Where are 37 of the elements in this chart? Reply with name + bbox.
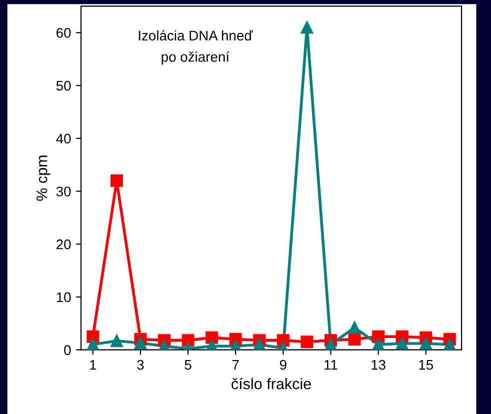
- point: [443, 338, 456, 350]
- point: [110, 334, 123, 348]
- point: [420, 337, 432, 350]
- point: [253, 338, 266, 350]
- point: [324, 338, 337, 350]
- x-tick-label: 13: [372, 360, 386, 370]
- x-axis-title: číslo frakcie: [232, 378, 311, 390]
- point: [372, 338, 385, 350]
- x-tick-label: 3: [137, 360, 144, 370]
- x-tick-label: 1: [90, 360, 96, 370]
- point: [300, 21, 314, 34]
- x-tick-label: 5: [184, 360, 192, 370]
- y-tick-label: 60: [56, 28, 71, 38]
- point: [182, 334, 194, 347]
- x-tick-label: 9: [280, 360, 286, 370]
- point: [206, 331, 218, 344]
- point: [276, 334, 290, 347]
- point: [86, 338, 100, 350]
- y-tick-label: 20: [56, 239, 71, 250]
- point: [348, 321, 361, 334]
- annotation: Izolácia DNA hneď po ožiarení: [138, 30, 253, 65]
- x-tick-label: 7: [232, 360, 239, 370]
- point: [348, 333, 361, 346]
- y-tick-label: 0: [64, 345, 71, 355]
- y-tick-label: 50: [56, 80, 71, 91]
- point: [110, 174, 123, 187]
- point: [86, 330, 100, 343]
- point: [300, 336, 314, 348]
- y-axis-title: % cpm: [36, 156, 50, 201]
- y-tick-label: 30: [56, 186, 71, 196]
- point: [372, 330, 385, 343]
- point: [134, 336, 147, 350]
- y-tick-label: 10: [56, 292, 71, 302]
- x-tick-label: 11: [324, 360, 338, 370]
- point: [396, 337, 408, 350]
- y-tick-label: 40: [56, 134, 71, 144]
- x-tick-label: 15: [419, 360, 434, 370]
